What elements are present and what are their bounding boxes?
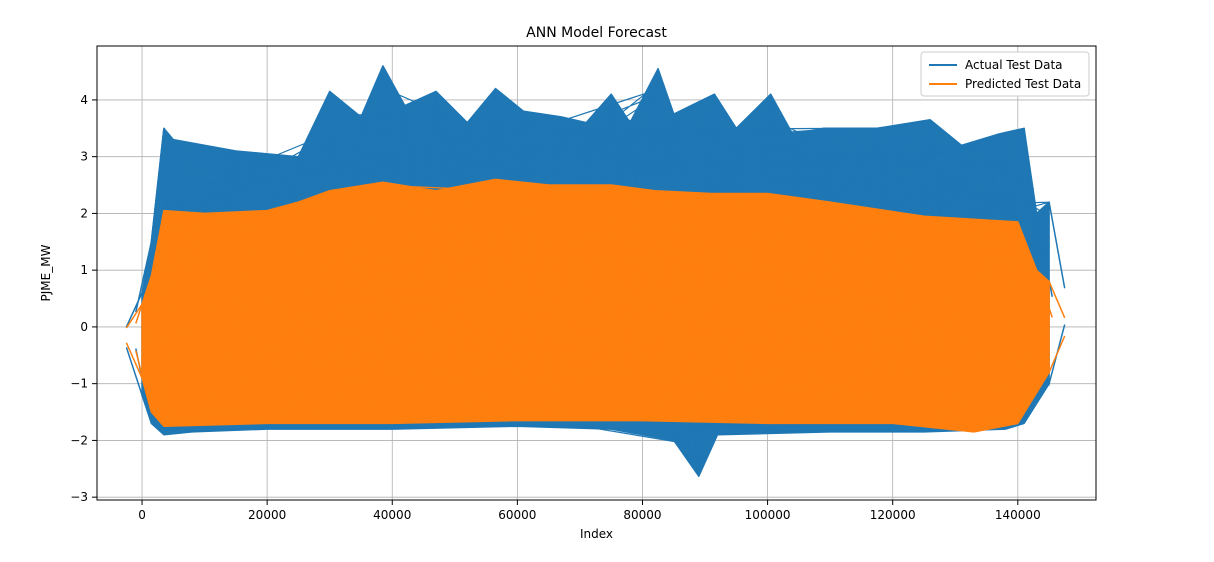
series-1 [125, 178, 1066, 433]
series-layer [125, 65, 1066, 477]
x-tick-label: 140000 [995, 508, 1041, 522]
legend-label-predicted: Predicted Test Data [965, 77, 1081, 91]
tick-layer: 0 20000 40000 60000 80000 100000 120000 140000 −… [70, 93, 1040, 522]
x-tick-label: 0 [138, 508, 146, 522]
axes-frame [96, 45, 1097, 501]
y-tick-label: 0 [80, 320, 88, 334]
y-tick-label: 2 [80, 206, 88, 220]
chart-title: ANN Model Forecast [526, 25, 667, 41]
series-spikes [125, 65, 1066, 477]
x-tick-label: 40000 [373, 508, 411, 522]
top-edge-fragment [40, 0, 640, 10]
x-tick-label: 20000 [248, 508, 286, 522]
y-tick-label: −2 [70, 433, 88, 447]
legend: Actual Test Data Predicted Test Data [920, 51, 1090, 97]
legend-label-actual: Actual Test Data [965, 58, 1063, 72]
x-tick-label: 100000 [745, 508, 791, 522]
y-axis-label: PJME_MW [39, 244, 53, 301]
y-tick-label: 4 [80, 93, 88, 107]
x-tick-label: 60000 [498, 508, 536, 522]
series-spikes [125, 179, 1066, 433]
y-tick-label: 1 [80, 263, 88, 277]
y-tick-label: −1 [70, 377, 88, 391]
x-axis-label: Index [580, 527, 613, 541]
x-tick-label: 120000 [870, 508, 916, 522]
y-tick-label: −3 [70, 490, 88, 504]
x-tick-label: 80000 [623, 508, 661, 522]
y-tick-label: 3 [80, 150, 88, 164]
legend-box [920, 51, 1090, 97]
series-trace [142, 185, 1050, 432]
